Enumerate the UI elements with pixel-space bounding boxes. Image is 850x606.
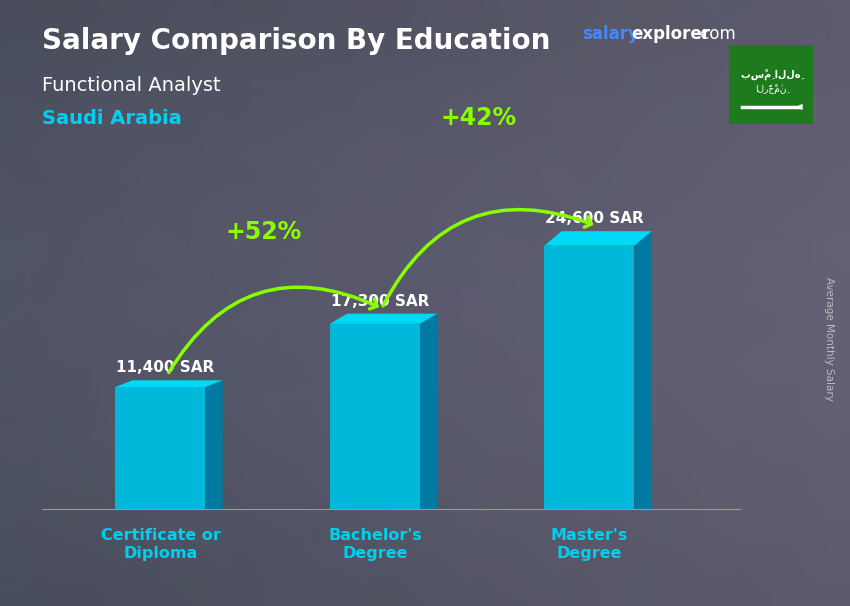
- Polygon shape: [116, 381, 223, 387]
- Text: +52%: +52%: [226, 220, 302, 244]
- Text: 11,400 SAR: 11,400 SAR: [116, 361, 215, 376]
- Polygon shape: [206, 381, 223, 509]
- Text: 24,600 SAR: 24,600 SAR: [545, 211, 644, 227]
- Text: salary: salary: [582, 25, 639, 44]
- Text: explorer: explorer: [632, 25, 711, 44]
- Text: Salary Comparison By Education: Salary Comparison By Education: [42, 27, 551, 55]
- Text: Functional Analyst: Functional Analyst: [42, 76, 221, 95]
- Bar: [330, 324, 420, 509]
- Bar: [544, 245, 634, 509]
- Polygon shape: [420, 314, 437, 509]
- Polygon shape: [796, 104, 802, 110]
- Text: Average Monthly Salary: Average Monthly Salary: [824, 278, 834, 401]
- Polygon shape: [330, 314, 437, 324]
- Text: Saudi Arabia: Saudi Arabia: [42, 109, 182, 128]
- Polygon shape: [634, 231, 652, 509]
- Text: الرَّحْمٰنِ: الرَّحْمٰنِ: [755, 84, 787, 94]
- Text: +42%: +42%: [440, 106, 516, 130]
- Polygon shape: [544, 231, 652, 245]
- Text: .com: .com: [695, 25, 736, 44]
- Bar: [116, 387, 206, 509]
- Text: 17,300 SAR: 17,300 SAR: [331, 294, 429, 309]
- Text: بِسْمِ اللهِ: بِسْمِ اللهِ: [741, 70, 801, 81]
